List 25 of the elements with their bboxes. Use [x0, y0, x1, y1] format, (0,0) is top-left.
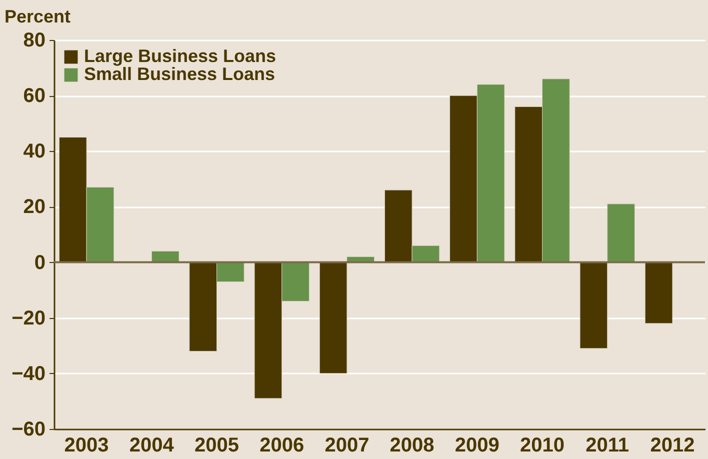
- bar: [580, 262, 608, 349]
- x-tick-label: 2006: [260, 434, 304, 456]
- y-axis-title: Percent: [4, 6, 71, 26]
- y-tick-label: 40: [23, 140, 46, 163]
- x-tick-label: 2004: [129, 434, 175, 456]
- bar: [319, 262, 348, 374]
- bar: [607, 204, 635, 263]
- x-tick-label: 2007: [324, 434, 370, 456]
- bar: [644, 262, 673, 324]
- y-tick-label: 0: [34, 252, 46, 274]
- y-tick-label: −40: [12, 362, 46, 385]
- y-tick-label: 20: [23, 196, 46, 218]
- y-tick-label: 80: [23, 30, 46, 52]
- x-tick-label: 2012: [650, 434, 695, 456]
- y-tick-label: −20: [12, 307, 46, 330]
- bar: [151, 250, 180, 263]
- x-tick-label: 2009: [454, 434, 500, 456]
- x-tick-label: 2003: [64, 434, 109, 456]
- legend-label: Large Business Loans: [84, 46, 276, 66]
- y-tick-label: −60: [12, 418, 46, 440]
- x-tick-label: 2011: [586, 434, 630, 456]
- x-tick-label: 2010: [520, 434, 564, 456]
- y-tick-label: 60: [23, 85, 46, 108]
- x-tick-label: 2005: [194, 434, 239, 456]
- x-tick-label: 2008: [390, 434, 434, 456]
